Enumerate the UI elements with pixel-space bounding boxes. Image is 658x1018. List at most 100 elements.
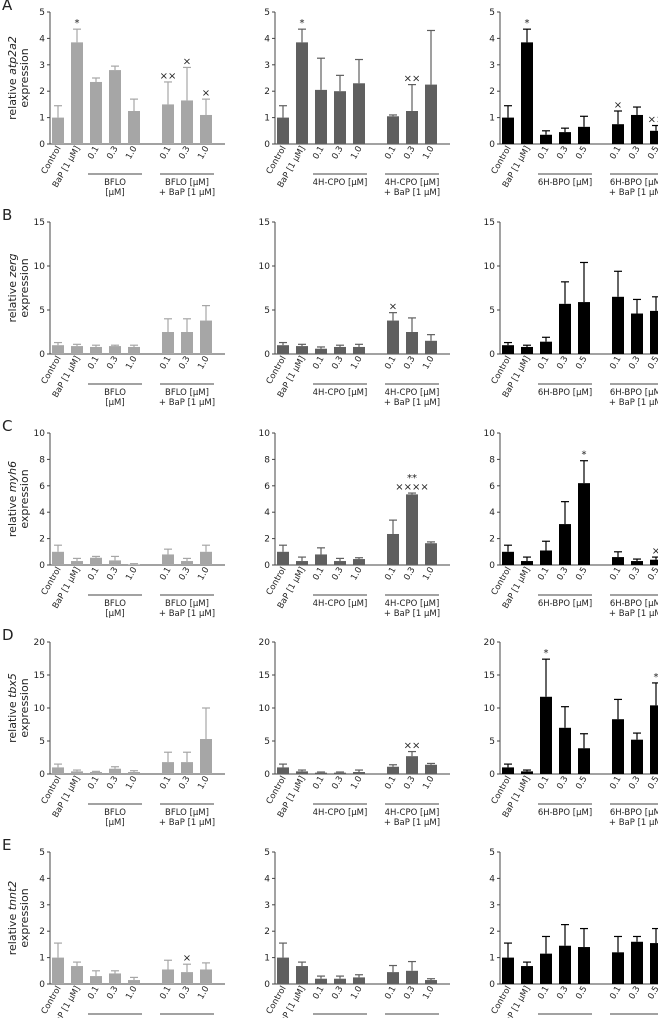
y-tick-label: 5 xyxy=(489,848,495,858)
bar xyxy=(109,346,121,354)
bar xyxy=(650,310,658,354)
x-tick-label: 0.3 xyxy=(627,985,642,1002)
bar xyxy=(650,705,658,774)
y-tick-label: 20 xyxy=(259,638,271,648)
group-label: + BaP [1 µM] xyxy=(384,398,440,408)
y-tick-label: 5 xyxy=(264,737,270,747)
bar xyxy=(612,952,624,984)
bar xyxy=(612,124,624,144)
bar xyxy=(425,340,437,354)
group-label: 4H-CPO [µM] xyxy=(313,178,368,188)
x-tick-label: 0.3 xyxy=(330,985,345,1002)
bar xyxy=(315,89,327,144)
significance-marker: × xyxy=(652,546,658,557)
x-tick-label: 0.1 xyxy=(608,985,623,1002)
bar xyxy=(200,739,212,774)
y-tick-label: 15 xyxy=(484,218,495,228)
group-label: BFLO xyxy=(104,388,126,398)
y-tick-label: 5 xyxy=(489,737,495,747)
y-axis-label-gene: atp2a2 xyxy=(6,36,19,75)
y-tick-label: 2 xyxy=(264,535,270,545)
group-label: 4H-CPO [µM] xyxy=(313,808,368,818)
x-tick-label: 0.1 xyxy=(311,355,326,372)
x-tick-label: 0.1 xyxy=(608,566,623,583)
y-tick-label: 6 xyxy=(39,482,45,492)
y-tick-label: 6 xyxy=(489,482,495,492)
x-tick-label: 0.3 xyxy=(555,775,570,792)
y-tick-label: 8 xyxy=(489,455,495,465)
y-axis-label-suffix: expression xyxy=(18,48,31,107)
group-label: BFLO xyxy=(104,178,126,188)
x-tick-label: 0.1 xyxy=(158,566,173,583)
bar xyxy=(200,969,212,984)
y-tick-label: 3 xyxy=(264,901,270,911)
x-tick-label: 0.3 xyxy=(177,355,192,372)
x-tick-label: 0.5 xyxy=(646,355,658,372)
significance-marker: * xyxy=(654,672,658,683)
group-label: [µM] xyxy=(105,818,124,828)
bar xyxy=(578,302,590,354)
x-tick-label: 0.1 xyxy=(536,775,551,792)
y-tick-label: 15 xyxy=(259,671,270,681)
y-tick-label: 10 xyxy=(259,429,271,439)
x-tick-label: 0.1 xyxy=(536,355,551,372)
y-tick-label: 0 xyxy=(39,561,45,571)
x-tick-label: 0.1 xyxy=(608,775,623,792)
y-tick-label: 10 xyxy=(484,262,496,272)
bar xyxy=(631,941,643,984)
group-label: + BaP [1 µM] xyxy=(609,398,658,408)
bar xyxy=(502,345,514,354)
y-tick-label: 10 xyxy=(259,704,271,714)
bar xyxy=(425,84,437,144)
significance-marker: ×××× xyxy=(395,482,429,493)
bar xyxy=(425,764,437,774)
bar xyxy=(90,557,102,565)
x-tick-label: 0.3 xyxy=(555,566,570,583)
x-tick-label: 0.3 xyxy=(105,145,120,162)
bar xyxy=(353,83,365,144)
y-tick-label: 2 xyxy=(489,927,495,937)
significance-marker: ** xyxy=(407,473,417,484)
y-tick-label: 2 xyxy=(39,535,45,545)
group-label: + BaP [1 µM] xyxy=(609,609,658,619)
bar xyxy=(578,947,590,984)
x-tick-label: 1.0 xyxy=(196,145,211,162)
bar xyxy=(71,771,83,774)
bar xyxy=(612,296,624,354)
x-tick-label: 0.1 xyxy=(158,145,173,162)
bar xyxy=(502,957,514,984)
y-tick-label: 2 xyxy=(39,927,45,937)
group-label: + BaP [1 µM] xyxy=(159,818,215,828)
y-tick-label: 0 xyxy=(39,140,45,150)
bar xyxy=(631,739,643,774)
x-tick-label: 0.3 xyxy=(177,985,192,1002)
y-tick-label: 3 xyxy=(489,61,495,71)
bar xyxy=(296,771,308,774)
x-tick-label: 1.0 xyxy=(421,775,436,792)
y-axis-label: relative tnnt2 xyxy=(6,881,19,956)
y-tick-label: 5 xyxy=(264,306,270,316)
y-tick-label: 20 xyxy=(34,638,46,648)
x-tick-label: 0.3 xyxy=(177,566,192,583)
x-tick-label: 0.5 xyxy=(574,145,589,162)
bar xyxy=(71,346,83,354)
significance-marker: × xyxy=(389,302,397,313)
y-tick-label: 0 xyxy=(489,350,495,360)
x-tick-label: 0.1 xyxy=(608,145,623,162)
significance-marker: × xyxy=(183,56,191,67)
y-tick-label: 4 xyxy=(489,874,495,884)
group-label: 6H-BPO [µM] xyxy=(538,388,592,398)
x-tick-label: 0.3 xyxy=(105,775,120,792)
bar xyxy=(502,551,514,565)
significance-marker: ×× xyxy=(404,74,421,85)
y-tick-label: 8 xyxy=(264,455,270,465)
bar xyxy=(277,117,289,144)
y-axis-label-suffix: expression xyxy=(18,258,31,317)
bar xyxy=(425,543,437,565)
y-axis-label-gene: tnnt2 xyxy=(6,881,19,911)
bar xyxy=(650,943,658,984)
